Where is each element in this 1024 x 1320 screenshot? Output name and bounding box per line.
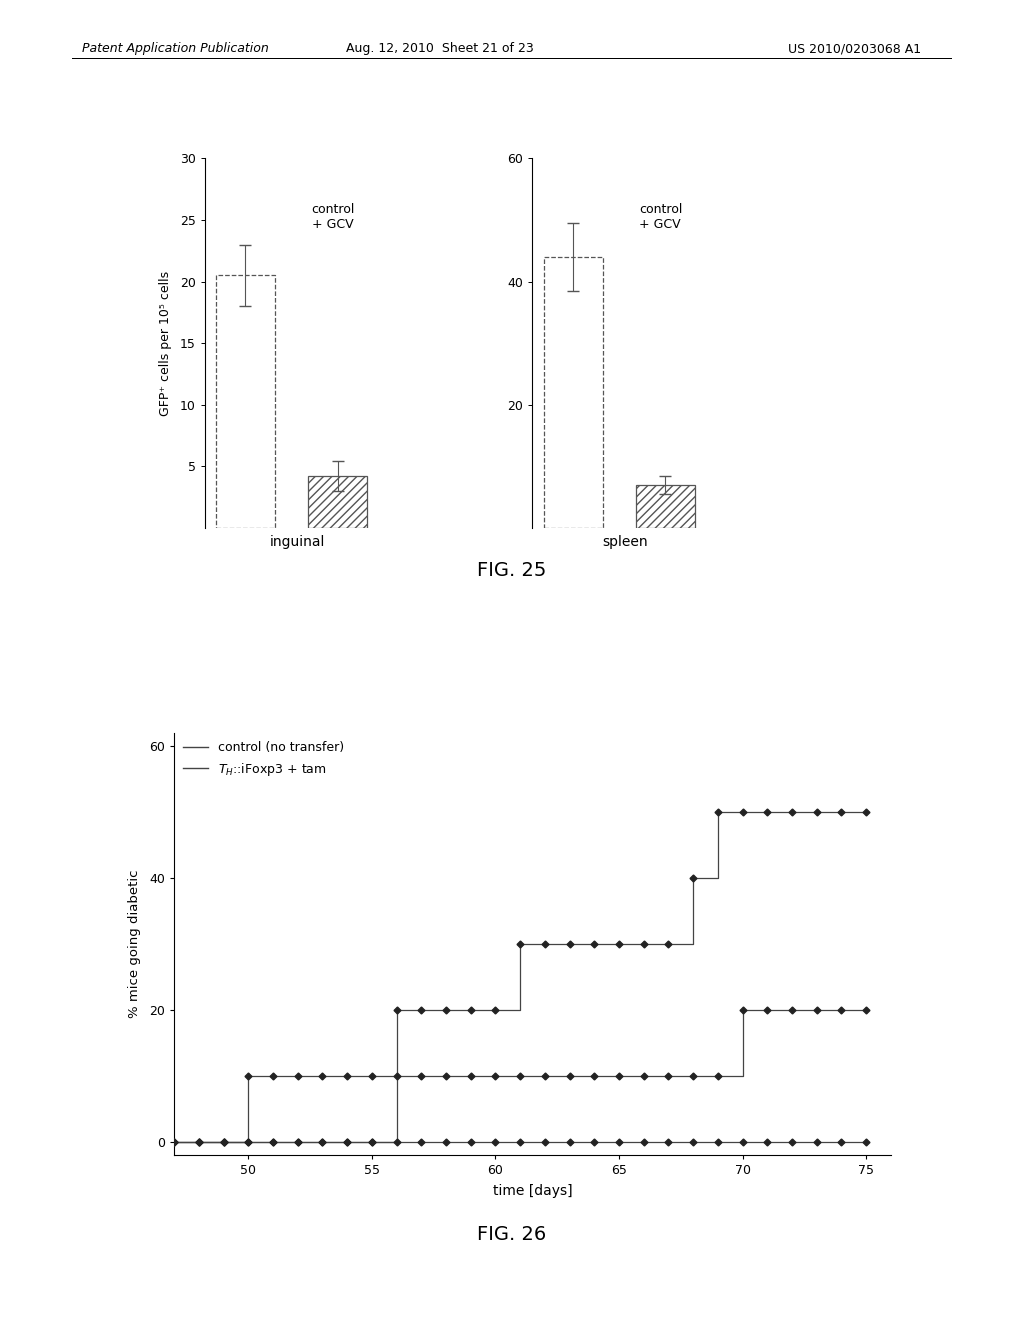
Bar [216, 276, 274, 528]
Text: Aug. 12, 2010  Sheet 21 of 23: Aug. 12, 2010 Sheet 21 of 23 [346, 42, 535, 55]
Legend: control (no transfer), $T_H$::iFoxp3 + tam: control (no transfer), $T_H$::iFoxp3 + t… [178, 737, 349, 783]
Text: US 2010/0203068 A1: US 2010/0203068 A1 [788, 42, 922, 55]
X-axis label: time [days]: time [days] [493, 1184, 572, 1199]
Y-axis label: % mice going diabetic: % mice going diabetic [128, 870, 141, 1018]
Bar [308, 477, 367, 528]
Text: Patent Application Publication: Patent Application Publication [82, 42, 268, 55]
X-axis label: spleen: spleen [602, 535, 647, 549]
Text: FIG. 25: FIG. 25 [477, 561, 547, 579]
Bar [544, 257, 602, 528]
Bar [636, 484, 694, 528]
Text: control
+ GCV: control + GCV [639, 203, 683, 231]
Text: control
+ GCV: control + GCV [311, 203, 355, 231]
X-axis label: inguinal: inguinal [269, 535, 325, 549]
Y-axis label: GFP⁺ cells per 10⁵ cells: GFP⁺ cells per 10⁵ cells [159, 271, 172, 416]
Text: FIG. 26: FIG. 26 [477, 1225, 547, 1243]
